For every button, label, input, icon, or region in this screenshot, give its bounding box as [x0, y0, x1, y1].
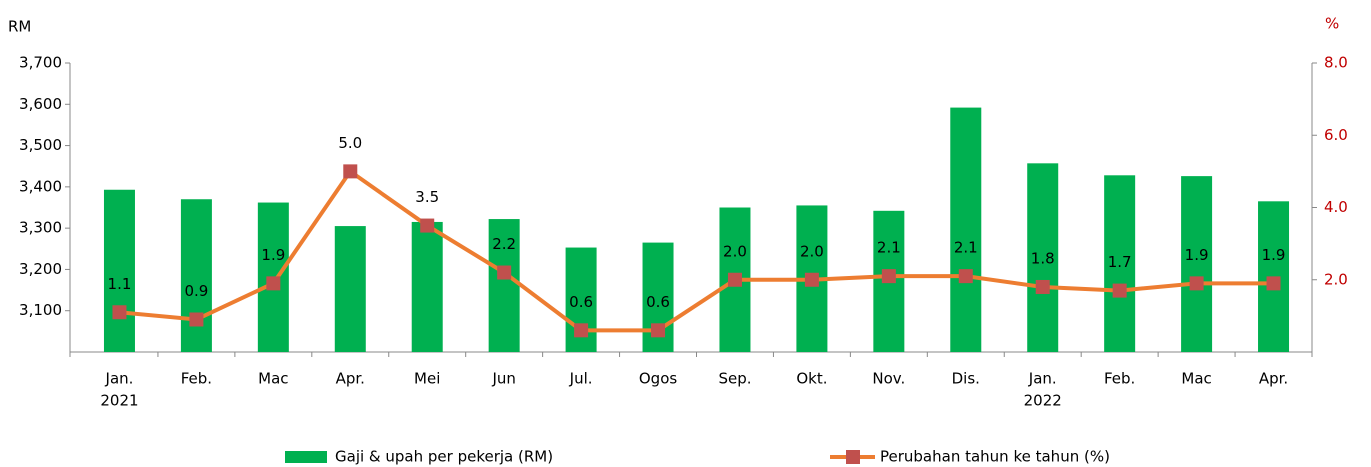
y-tick-label: 3,300 [19, 219, 62, 237]
y2-tick-label: 6.0 [1324, 126, 1348, 144]
marker [343, 164, 358, 179]
x-tick-label: Sep. [718, 370, 751, 388]
y-tick-label: 3,600 [19, 95, 62, 113]
x-tick-label: Mac [258, 370, 288, 388]
data-label: 2.2 [492, 235, 516, 253]
legend-marker [846, 450, 860, 464]
bar [488, 219, 520, 352]
data-label: 1.8 [1031, 249, 1055, 267]
marker [112, 305, 127, 320]
marker [189, 312, 204, 327]
x-tick-label: 2022 [1024, 392, 1062, 410]
data-label: 0.6 [646, 293, 670, 311]
bar [180, 199, 212, 352]
marker [1112, 283, 1127, 298]
x-tick-label: Dis. [952, 370, 980, 388]
bar [334, 226, 366, 352]
bar [1104, 175, 1136, 352]
marker [1266, 276, 1281, 291]
x-tick-label: 2021 [100, 392, 138, 410]
data-label: 3.5 [415, 188, 439, 206]
x-tick-label: Feb. [1104, 370, 1135, 388]
marker [804, 272, 819, 287]
x-tick-label: Apr. [1259, 370, 1288, 388]
marker [881, 269, 896, 284]
y-axis-label: RM [8, 18, 31, 36]
x-tick-label: Jan. [1028, 370, 1057, 388]
data-label: 0.6 [569, 293, 593, 311]
marker [651, 323, 666, 338]
x-tick-label: Mei [414, 370, 440, 388]
marker [1035, 279, 1050, 294]
data-label: 2.1 [877, 239, 901, 257]
data-label: 1.9 [261, 246, 285, 264]
marker [574, 323, 589, 338]
data-label: 2.1 [954, 239, 978, 257]
data-label: 1.9 [1185, 246, 1209, 264]
data-label: 2.0 [800, 242, 824, 260]
y-tick-label: 3,200 [19, 260, 62, 278]
data-label: 5.0 [338, 134, 362, 152]
marker [497, 265, 512, 280]
data-label: 1.1 [108, 275, 132, 293]
bar [103, 189, 135, 352]
y2-tick-label: 8.0 [1324, 54, 1348, 72]
x-tick-label: Mac [1181, 370, 1211, 388]
legend-swatch [285, 451, 327, 463]
y2-tick-label: 2.0 [1324, 270, 1348, 288]
y2-tick-label: 4.0 [1324, 198, 1348, 216]
y-tick-label: 3,100 [19, 301, 62, 319]
marker [1189, 276, 1204, 291]
bar [411, 221, 443, 352]
legend-label: Gaji & upah per pekerja (RM) [335, 448, 553, 466]
y-tick-label: 3,400 [19, 177, 62, 195]
x-tick-label: Jan. [105, 370, 134, 388]
x-tick-label: Okt. [796, 370, 827, 388]
y-tick-label: 3,500 [19, 136, 62, 154]
data-label: 1.9 [1262, 246, 1286, 264]
marker [266, 276, 281, 291]
x-tick-label: Feb. [181, 370, 212, 388]
bar [1027, 163, 1059, 352]
data-label: 2.0 [723, 242, 747, 260]
bar [950, 107, 982, 353]
bar [1181, 176, 1213, 352]
y-tick-label: 3,700 [19, 54, 62, 72]
x-tick-label: Nov. [872, 370, 905, 388]
line [119, 168, 1274, 333]
x-tick-label: Jun [491, 370, 515, 388]
data-label: 0.9 [184, 282, 208, 300]
data-label: 1.7 [1108, 253, 1132, 271]
y2-axis-label: % [1325, 15, 1339, 33]
x-tick-label: Apr. [336, 370, 365, 388]
legend-label: Perubahan tahun ke tahun (%) [880, 448, 1110, 466]
marker [420, 218, 435, 233]
x-tick-label: Jul. [569, 370, 593, 388]
marker [727, 272, 742, 287]
x-tick-label: Ogos [639, 370, 678, 388]
marker [958, 269, 973, 284]
